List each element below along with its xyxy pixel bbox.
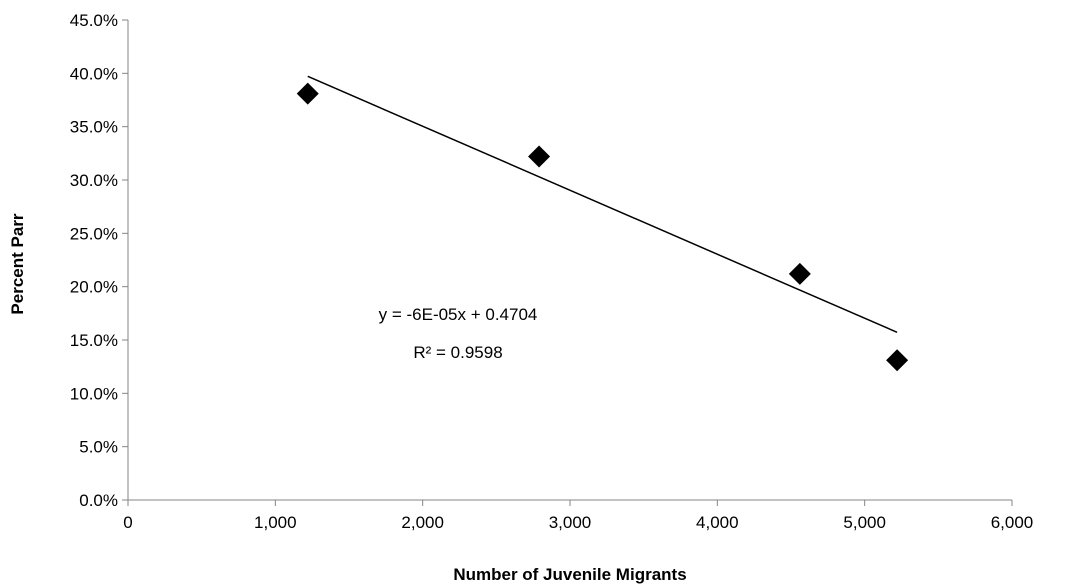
y-tick-label: 45.0% xyxy=(70,11,118,30)
x-axis-title: Number of Juvenile Migrants xyxy=(453,565,686,584)
y-tick-label: 40.0% xyxy=(70,64,118,83)
y-tick-label: 20.0% xyxy=(70,278,118,297)
data-points xyxy=(296,82,909,372)
ticks: 0.0% 5.0% 10.0% 15.0% 20.0% 25.0% 30.0% 35.0% 40… xyxy=(70,11,1033,532)
data-point-diamond xyxy=(886,349,909,372)
data-point-diamond xyxy=(296,82,319,105)
trendline-equation-label: y = -6E-05x + 0.4704 xyxy=(379,305,538,324)
y-tick-label: 15.0% xyxy=(70,331,118,350)
y-tick-label: 5.0% xyxy=(79,438,118,457)
data-point-diamond xyxy=(788,262,811,285)
data-point-diamond xyxy=(528,145,551,168)
trendline-line xyxy=(307,75,898,334)
x-tick-label: 4,000 xyxy=(696,513,739,532)
y-axis-title: Percent Parr xyxy=(8,213,27,314)
x-tick-label: 1,000 xyxy=(254,513,297,532)
y-tick-label: 0.0% xyxy=(79,491,118,510)
x-tick-label: 3,000 xyxy=(549,513,592,532)
x-tick-label: 6,000 xyxy=(991,513,1034,532)
x-tick-label: 2,000 xyxy=(401,513,444,532)
axes xyxy=(127,20,1012,501)
y-tick-label: 25.0% xyxy=(70,224,118,243)
y-tick-label: 30.0% xyxy=(70,171,118,190)
y-tick-label: 10.0% xyxy=(70,384,118,403)
x-tick-label: 5,000 xyxy=(843,513,886,532)
x-tick-label: 0 xyxy=(123,513,132,532)
trendline xyxy=(307,75,898,334)
trendline-r2-label: R² = 0.9598 xyxy=(413,343,502,362)
y-tick-label: 35.0% xyxy=(70,118,118,137)
